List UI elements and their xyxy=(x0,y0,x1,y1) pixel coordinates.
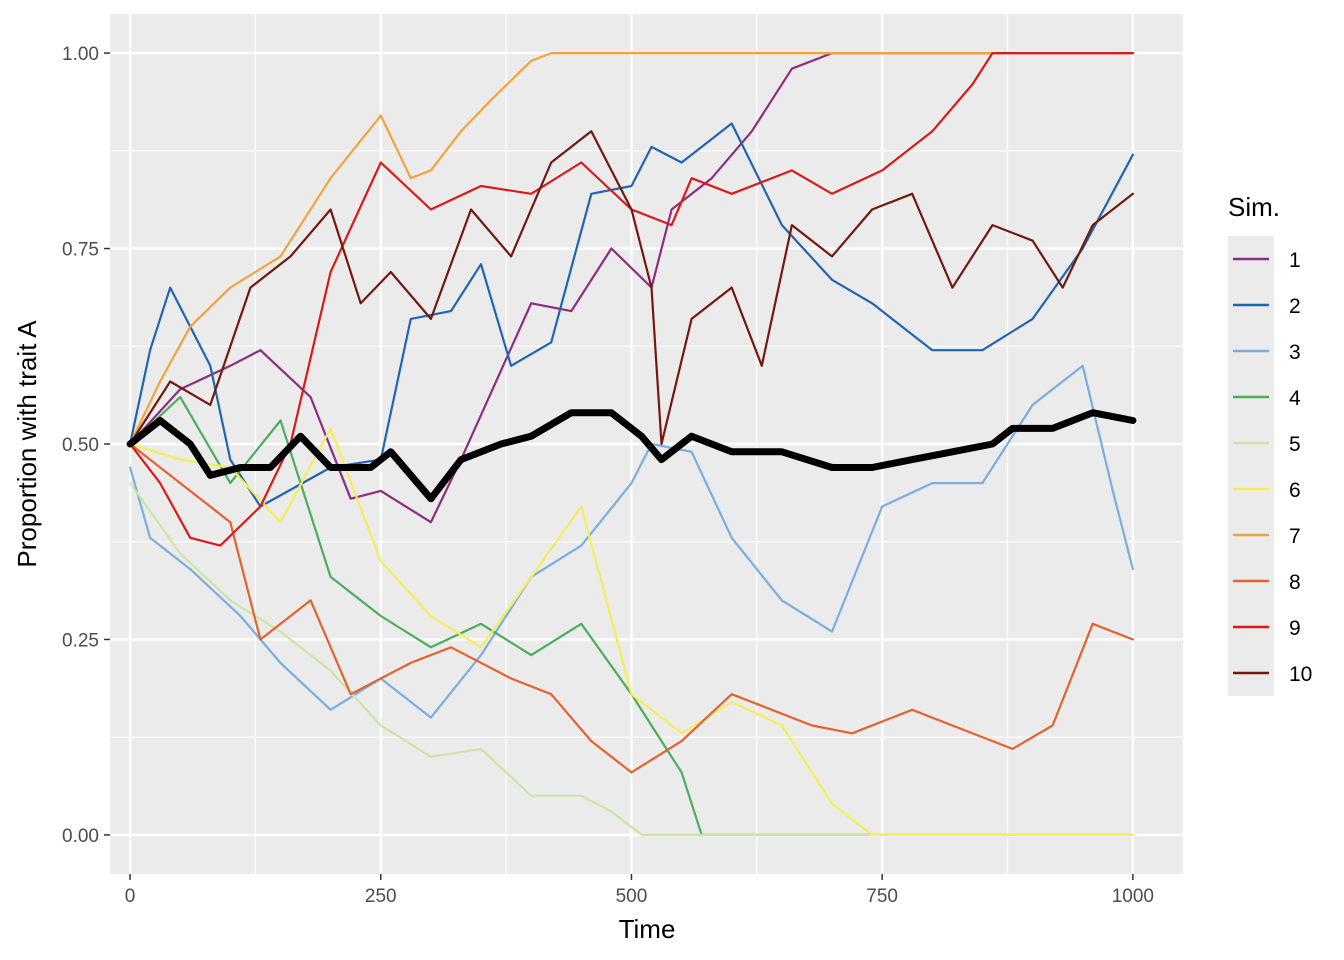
series-line-6 xyxy=(129,427,1135,837)
legend-key-background xyxy=(1228,236,1274,696)
x-tick-label: 250 xyxy=(365,886,397,907)
legend: Sim. 1 2 3 4 5 6 7 8 9 10 xyxy=(1228,192,1312,696)
legend-label-3: 3 xyxy=(1289,341,1301,364)
legend-label-8: 8 xyxy=(1289,571,1301,594)
mean-series-line xyxy=(126,409,1137,503)
x-axis-ticks: 0 250 500 750 1000 xyxy=(125,874,1154,907)
x-tick-label: 500 xyxy=(616,886,648,907)
legend-label-7: 7 xyxy=(1289,525,1301,548)
x-tick-label: 1000 xyxy=(1112,886,1154,907)
y-tick-label: 1.00 xyxy=(62,44,99,65)
series-line-4 xyxy=(129,396,1135,837)
y-tick-label: 0.25 xyxy=(62,630,99,651)
series-line-7 xyxy=(129,51,1135,446)
y-tick-label: 0.75 xyxy=(62,240,99,261)
legend-label-9: 9 xyxy=(1289,617,1301,640)
legend-label-6: 6 xyxy=(1289,479,1301,502)
legend-label-5: 5 xyxy=(1289,433,1301,456)
legend-label-2: 2 xyxy=(1289,295,1301,318)
legend-label-10: 10 xyxy=(1289,663,1312,686)
series-layer xyxy=(126,51,1137,837)
legend-label-1: 1 xyxy=(1289,249,1301,272)
y-tick-label: 0.50 xyxy=(62,435,99,456)
y-tick-label: 0.00 xyxy=(62,826,99,847)
x-tick-label: 750 xyxy=(866,886,898,907)
series-line-10 xyxy=(129,130,1135,446)
series-line-3 xyxy=(129,364,1135,719)
y-axis-title: Proportion with trait A xyxy=(12,320,42,568)
x-tick-label: 0 xyxy=(125,886,136,907)
legend-title: Sim. xyxy=(1228,192,1280,222)
series-line-5 xyxy=(129,482,1135,837)
series-line-8 xyxy=(129,442,1135,774)
y-axis-ticks: 0.00 0.25 0.50 0.75 1.00 xyxy=(62,44,110,847)
x-axis-title: Time xyxy=(619,914,676,944)
legend-items: 1 2 3 4 5 6 7 8 9 10 xyxy=(1233,249,1312,686)
series-line-9 xyxy=(129,51,1135,547)
legend-label-4: 4 xyxy=(1289,387,1301,410)
series-line-1 xyxy=(129,51,1135,524)
